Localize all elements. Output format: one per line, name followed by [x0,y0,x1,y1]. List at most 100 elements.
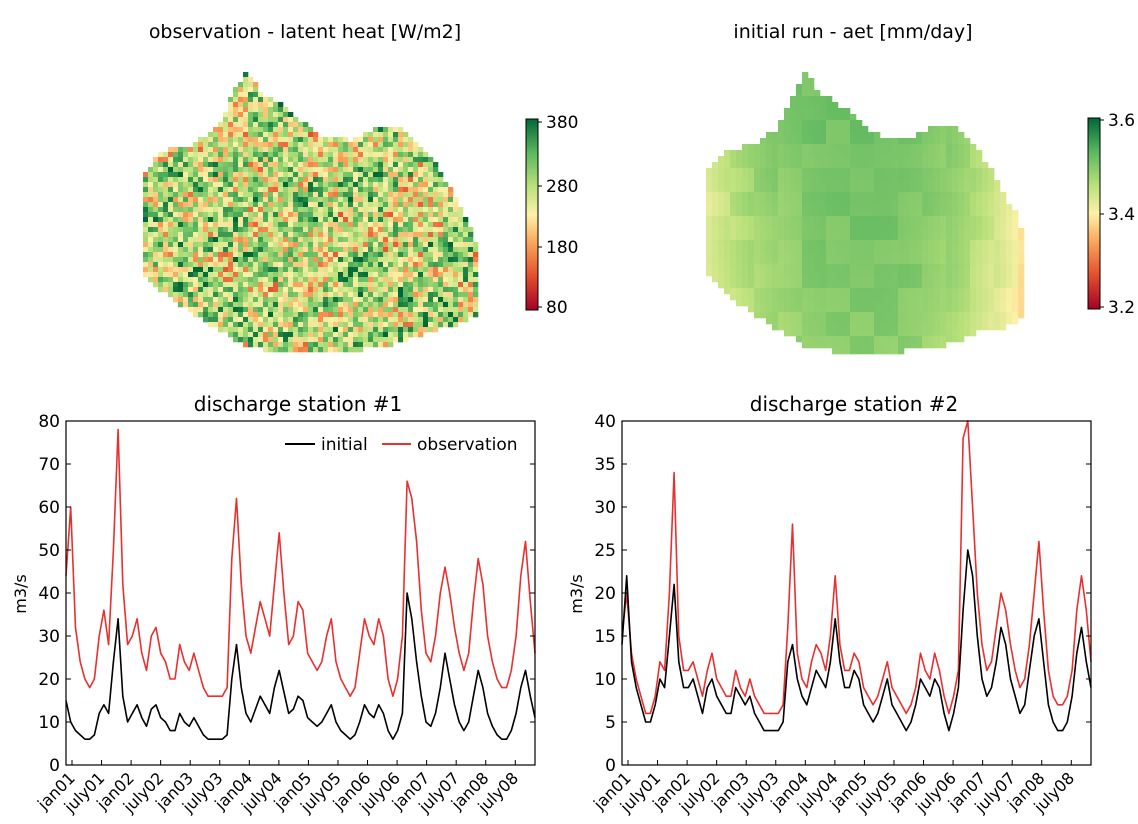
map-title-observation: observation - latent heat [W/m2] [149,21,461,43]
map-cell [203,187,209,193]
map-cell [796,300,803,307]
map-cell [438,182,444,188]
map-cell [408,177,414,183]
map-cell [393,307,399,313]
map-cell [928,132,935,139]
map-cell [258,212,264,218]
map-cell [148,182,154,188]
map-cell [368,222,374,228]
map-cell [153,192,159,198]
map-cell [448,257,454,263]
map-cell [283,312,289,318]
map-cell [208,187,214,193]
map-cell [178,182,184,188]
map-cell [473,272,479,278]
map-cell [303,142,309,148]
map-cell [323,172,329,178]
map-cell [766,180,773,187]
map-cell [173,212,179,218]
map-cell [393,287,399,293]
map-cell [373,327,379,333]
map-cell [238,227,244,233]
map-cell [238,102,244,108]
map-cell [223,117,229,123]
map-cell [383,302,389,308]
map-cell [268,122,274,128]
map-cell [778,126,785,133]
map-cell [358,167,364,173]
map-cell [850,282,857,289]
map-cell [188,187,194,193]
map-cell [463,242,469,248]
map-cell [850,180,857,187]
map-cell [308,242,314,248]
map-cell [358,287,364,293]
map-cell [218,277,224,283]
map-cell [168,207,174,213]
map-cell [754,144,761,151]
map-cell [886,198,893,205]
map-cell [238,167,244,173]
map-cell [772,222,779,229]
map-cell [784,300,791,307]
map-cell [856,168,863,175]
map-cell [333,262,339,268]
map-cell [898,192,905,199]
map-cell [706,222,713,229]
map-cell [313,237,319,243]
map-cell [363,232,369,238]
map-cell [982,276,989,283]
map-cell [268,347,274,353]
map-cell [982,270,989,277]
map-cell [964,186,971,193]
map-cell [856,300,863,307]
map-cell [808,90,815,97]
map-cell [730,240,737,247]
map-cell [940,180,947,187]
map-cell [772,306,779,313]
map-cell [742,216,749,223]
map-cell [333,147,339,153]
map-cell [238,162,244,168]
map-cell [233,322,239,328]
map-cell [383,327,389,333]
map-cell [233,302,239,308]
map-cell [874,162,881,169]
map-cell [428,182,434,188]
map-cell [278,187,284,193]
colorbar-initial-run-tick: 3.6 [1108,111,1135,131]
map-cell [223,132,229,138]
map-cell [153,282,159,288]
map-cell [338,162,344,168]
map-cell [198,217,204,223]
map-cell [754,276,761,283]
map-cell [343,307,349,313]
map-cell [838,132,845,139]
map-cell [218,212,224,218]
map-cell [952,246,959,253]
y-tick-label: 40 [38,584,60,604]
map-cell [922,162,929,169]
map-cell [253,197,259,203]
map-cell [458,312,464,318]
map-cell [904,264,911,271]
map-cell [814,198,821,205]
map-cell [772,234,779,241]
map-cell [856,222,863,229]
map-cell [168,287,174,293]
map-cell [880,252,887,259]
map-cell [143,192,149,198]
map-cell [802,264,809,271]
map-cell [288,237,294,243]
map-cell [403,152,409,158]
map-cell [958,270,965,277]
map-cell [952,144,959,151]
colorbar-initial-run: 3.6 3.4 3.2 [1087,111,1135,318]
map-cell [796,288,803,295]
map-cell [228,332,234,338]
map-cell [946,138,953,145]
map-cell [263,122,269,128]
map-cell [143,227,149,233]
map-cell [802,228,809,235]
map-cell [463,307,469,313]
